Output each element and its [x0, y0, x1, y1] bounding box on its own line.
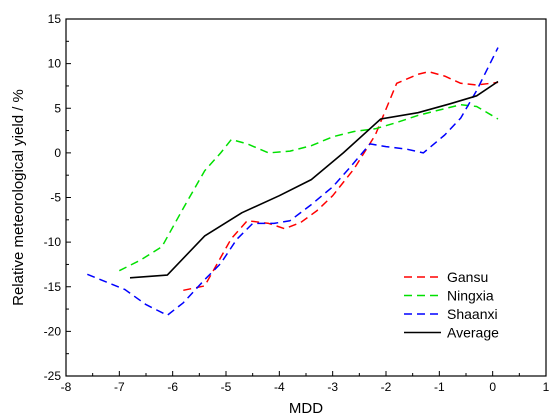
- series-lines: [87, 47, 499, 317]
- x-tick-label: -7: [114, 380, 125, 394]
- y-axis-title: Relative meteorological yield / %: [10, 89, 27, 306]
- legend-label-ningxia: Ningxia: [447, 288, 494, 304]
- x-tick-label: 1: [543, 380, 550, 394]
- plot-frame: [65, 18, 547, 377]
- x-tick-label: -1: [434, 380, 445, 394]
- x-tick-label: -8: [61, 380, 72, 394]
- x-tick-label: -4: [274, 380, 285, 394]
- y-tick-label: -10: [44, 235, 62, 249]
- x-tick-label: -3: [327, 380, 338, 394]
- y-tick-label: 15: [48, 12, 62, 26]
- x-axis-title: MDD: [289, 400, 323, 417]
- x-tick-label: -6: [167, 380, 178, 394]
- y-tick-label: -15: [44, 280, 62, 294]
- x-tick-label: -2: [381, 380, 392, 394]
- legend-label-average: Average: [447, 325, 499, 341]
- x-tick-label: -5: [221, 380, 232, 394]
- series-line-gansu: [183, 70, 499, 292]
- axis-ticks: [65, 18, 547, 377]
- series-line-shaanxi: [87, 47, 499, 317]
- y-tick-label: -25: [44, 369, 62, 383]
- y-tick-label: -20: [44, 324, 62, 338]
- y-tick-label: 10: [48, 57, 62, 71]
- y-tick-label: 0: [54, 146, 61, 160]
- legend-label-shaanxi: Shaanxi: [447, 306, 498, 322]
- legend: Gansu Ningxia Shaanxi Average: [404, 269, 499, 341]
- y-tick-label: 5: [54, 101, 61, 115]
- x-tick-label: 0: [489, 380, 496, 394]
- series-line-ningxia: [118, 103, 499, 272]
- series-line-average: [129, 80, 499, 279]
- y-tick-label: -5: [50, 191, 61, 205]
- legend-label-gansu: Gansu: [447, 269, 488, 285]
